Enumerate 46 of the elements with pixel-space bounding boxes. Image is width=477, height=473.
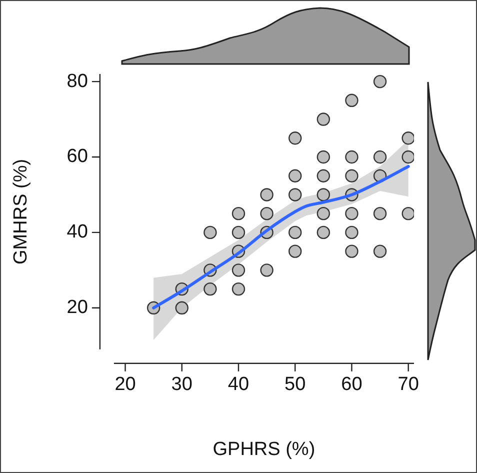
- y-tick-label: 60: [66, 146, 88, 168]
- point: [402, 206, 414, 220]
- point: [260, 188, 274, 202]
- point: [288, 169, 302, 182]
- x-tick-label: 40: [228, 374, 250, 396]
- point: [345, 206, 358, 220]
- point: [288, 244, 302, 258]
- point: [204, 282, 217, 296]
- point: [316, 150, 330, 164]
- point: [402, 132, 414, 145]
- point: [260, 264, 274, 277]
- point: [316, 226, 330, 240]
- x-tick-label: 20: [114, 374, 136, 396]
- point: [316, 112, 330, 126]
- point: [260, 206, 274, 220]
- point: [204, 226, 217, 240]
- point: [345, 226, 358, 240]
- point: [402, 150, 414, 164]
- point: [373, 206, 387, 220]
- point: [288, 226, 302, 240]
- point: [373, 244, 387, 258]
- x-axis-title: GPHRS (%): [212, 438, 316, 460]
- point: [345, 150, 358, 164]
- point: [316, 188, 330, 202]
- x-tick-label: 60: [341, 374, 362, 396]
- y-tick-label: 20: [66, 297, 88, 318]
- y-tick-label: 80: [66, 70, 88, 92]
- x-tick-label: 70: [398, 374, 419, 396]
- y-tick-label: 40: [66, 222, 88, 243]
- point: [232, 282, 246, 296]
- point: [345, 169, 358, 182]
- point: [288, 132, 302, 145]
- point: [316, 206, 330, 220]
- point: [316, 169, 330, 182]
- point: [232, 226, 246, 240]
- point: [288, 188, 302, 202]
- x-tick-label: 50: [284, 374, 306, 396]
- point: [373, 150, 387, 164]
- point: [345, 94, 358, 108]
- point: [232, 264, 246, 277]
- y-axis-title: GMHRS (%): [10, 158, 32, 264]
- x-tick-label: 30: [171, 374, 192, 396]
- point: [345, 244, 358, 258]
- point: [232, 206, 246, 220]
- point: [175, 301, 188, 314]
- point: [373, 74, 387, 88]
